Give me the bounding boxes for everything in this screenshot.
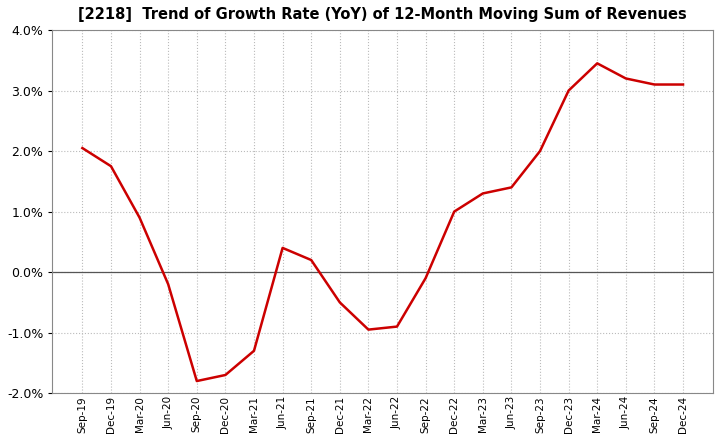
Title: [2218]  Trend of Growth Rate (YoY) of 12-Month Moving Sum of Revenues: [2218] Trend of Growth Rate (YoY) of 12-… (78, 7, 687, 22)
